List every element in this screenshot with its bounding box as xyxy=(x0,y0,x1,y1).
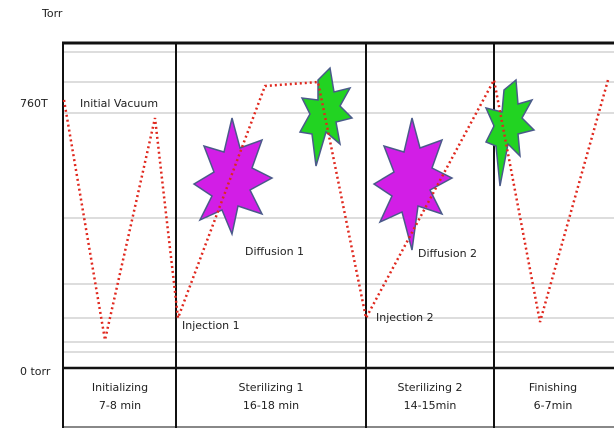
diffusion-burst xyxy=(194,118,272,234)
diagram: Torr 760T 0 torr Initial Vacuum Diffusio… xyxy=(0,0,614,428)
sterilant-burst xyxy=(300,68,352,166)
phase-duration: 16-18 min xyxy=(243,399,299,412)
axis-unit: Torr xyxy=(41,7,63,20)
phase-duration: 6-7min xyxy=(534,399,573,412)
annotation: Injection 1 xyxy=(182,319,240,332)
phase-name: Sterilizing 2 xyxy=(397,381,462,394)
phase-name: Initializing xyxy=(92,381,148,394)
phase-duration: 14-15min xyxy=(404,399,457,412)
axis-top-label: 760T xyxy=(20,97,48,110)
axis-bottom-label: 0 torr xyxy=(20,365,51,378)
annotation: Injection 2 xyxy=(376,311,434,324)
phase-name: Sterilizing 1 xyxy=(238,381,303,394)
annotation: Diffusion 1 xyxy=(245,245,304,258)
annotation: Initial Vacuum xyxy=(80,97,158,110)
annotation: Diffusion 2 xyxy=(418,247,477,260)
phase-name: Finishing xyxy=(529,381,577,394)
diffusion-burst xyxy=(374,118,452,250)
phase-duration: 7-8 min xyxy=(99,399,141,412)
